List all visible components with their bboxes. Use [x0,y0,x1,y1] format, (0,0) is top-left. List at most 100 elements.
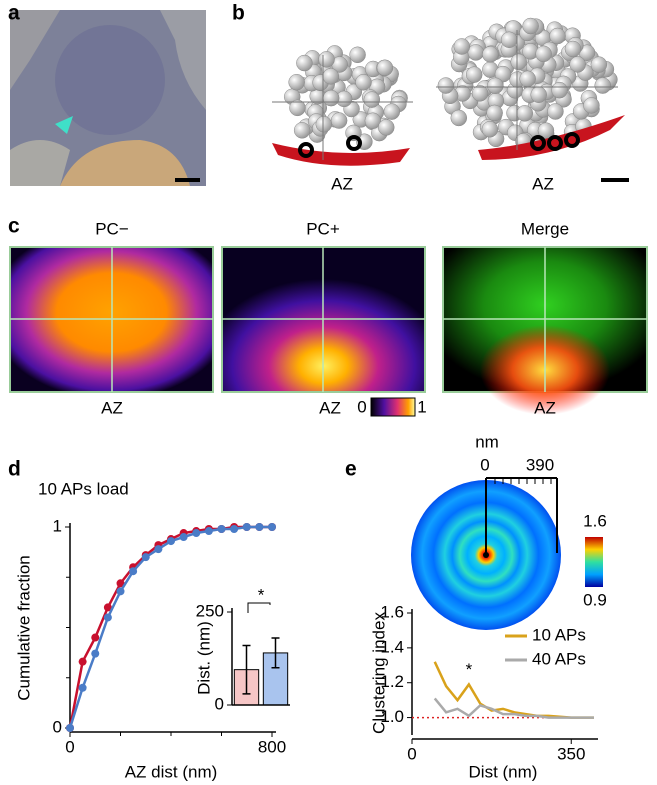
x-tick-label: 800 [258,737,286,756]
vesicle [331,113,347,129]
panel-label: b [232,2,245,25]
y-axis-label: Clustering index [369,612,388,734]
vesicle [364,92,380,108]
vesicle [523,18,539,34]
data-point [154,545,162,553]
data-point [66,724,74,732]
heatmap-title: PC+ [306,219,340,238]
data-point [180,533,188,541]
vesicle [531,87,547,103]
legend-label: 10 APs [532,625,586,644]
x-tick-label: 0 [65,737,74,756]
vesicle [316,116,332,132]
y-tick-label: 1 [53,516,62,535]
legend-label: 40 APs [532,649,586,668]
vesicle [487,78,503,94]
x-tick-label: 0 [407,744,416,763]
vesicle [294,122,310,138]
vesicle [552,82,568,98]
data-point [142,553,150,561]
colorbar-label: 0 [357,397,366,416]
vesicle [451,110,467,126]
data-point [79,658,87,666]
panel-e-disc [411,478,603,630]
x-axis-label: AZ dist (nm) [125,762,218,781]
vesicle [565,41,581,57]
significance-label: * [258,585,265,604]
x-axis-label: Dist (nm) [469,762,538,781]
colorbar-label: 0.9 [583,590,607,609]
scale-label: 390 [526,455,554,474]
colorbar-label: 1 [417,397,426,416]
vesicle [454,38,470,54]
az-label: AZ [331,174,353,193]
vesicle [487,105,503,121]
panel-label: c [8,215,20,238]
vesicle [384,104,400,120]
az-label: AZ [319,398,341,417]
vesicle [536,46,552,62]
vesicle [482,46,498,62]
vesicle [438,78,454,94]
data-point [243,523,251,531]
vesicle [323,90,339,106]
vesicle [377,60,393,76]
data-point [91,634,99,642]
vesicle [595,78,611,94]
y-tick-label: 250 [196,601,224,620]
y-axis-label: Cumulative fraction [14,555,33,701]
vesicle [296,55,312,71]
x-tick-label: 350 [557,744,585,763]
vesicle [355,74,371,90]
vesicle [520,71,536,87]
vesicle [319,51,335,67]
panel-b-sphere-clusters [284,18,617,150]
data-point [230,525,238,533]
scale-label: 0 [480,455,489,474]
vesicle [591,57,607,73]
heatmap-title: PC− [95,219,129,238]
data-point [255,523,263,531]
vesicle [468,44,484,60]
data-point [91,650,99,658]
vesicle [583,97,599,113]
series-line [435,698,594,717]
az-label: AZ [532,174,554,193]
data-point [167,537,175,545]
data-point [104,613,112,621]
data-point [268,523,276,531]
vesicle [550,28,566,44]
vesicle [323,68,339,84]
colorbar-label: 1.6 [583,511,607,530]
panel-a-image [10,10,206,186]
data-point [218,525,226,533]
vesicle [472,85,488,101]
vesicle [466,67,482,83]
vesicle [482,121,498,137]
heatmap-title: Merge [521,219,569,238]
vesicle [517,105,533,121]
scale-unit: nm [475,432,499,451]
data-point [117,587,125,595]
y-tick-label: 0 [215,694,224,713]
panel-label: a [8,2,20,25]
vesicle [289,74,305,90]
data-point [129,567,137,575]
panel-c-heatmaps [10,247,647,416]
vesicle [350,47,366,63]
data-point [79,684,87,692]
significance-label: * [466,660,473,679]
data-point [205,527,213,535]
panel-label: d [8,458,21,481]
figure: a b c d e AZ AZ PC− PC+ Merge AZ AZ AZ 0… [0,0,657,785]
az-label: AZ [534,398,556,417]
y-tick-label: 0 [53,717,62,736]
data-point [192,529,200,537]
vesicle [501,32,517,48]
y-axis-label: Dist. (nm) [194,621,213,695]
chart-title: 10 APs load [38,479,129,498]
vesicle [378,119,394,135]
panel-label: e [345,458,357,481]
az-label: AZ [101,398,123,417]
inset-bracket [248,603,270,613]
